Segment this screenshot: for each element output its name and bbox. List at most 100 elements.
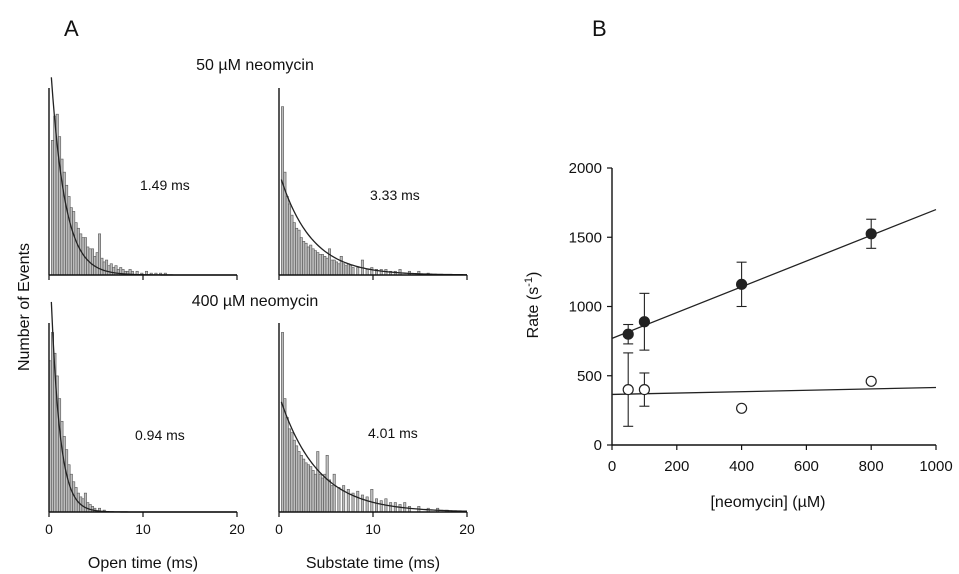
histogram-bar xyxy=(295,445,299,513)
histogram-bar xyxy=(365,496,369,513)
histogram-bar xyxy=(116,269,120,276)
histogram-bar xyxy=(379,269,383,276)
filled-data-point xyxy=(638,316,651,328)
rate-plot-y-tick-label: 1500 xyxy=(569,229,602,246)
histogram-bar xyxy=(325,454,329,513)
histogram-bar xyxy=(299,454,303,513)
histogram-bar xyxy=(100,257,104,276)
histogram-bar xyxy=(351,267,355,276)
histogram-bar xyxy=(375,498,379,513)
rate-plot-x-tick-label: 800 xyxy=(859,458,884,475)
histogram-substate-time-50um: 3.33 ms xyxy=(278,88,468,280)
histogram-bar xyxy=(297,451,301,513)
histogram-bar xyxy=(316,451,320,513)
histogram-bar xyxy=(407,506,411,513)
histogram-row-title-50um: 50 µM neomycin xyxy=(196,57,314,74)
histogram-bar xyxy=(318,473,322,513)
histogram-bar xyxy=(332,259,336,276)
histogram-bar xyxy=(281,332,285,513)
histogram-bar xyxy=(323,473,327,513)
histogram-bar xyxy=(304,242,308,276)
histogram-bar xyxy=(285,196,289,276)
histogram-x-tick-label: 20 xyxy=(229,521,245,537)
histogram-bar xyxy=(330,259,334,276)
rate-y-axis-label: Rate (s-1) xyxy=(523,272,542,339)
histogram-x-tick-label: 20 xyxy=(459,521,475,537)
histogram-bar xyxy=(51,140,54,276)
histogram-bar xyxy=(76,227,80,276)
histogram-x-tick-label: 0 xyxy=(275,521,283,537)
histogram-bar xyxy=(342,485,346,513)
histogram-x-tick-label: 10 xyxy=(365,521,381,537)
histogram-bar xyxy=(356,267,360,276)
histogram-bar xyxy=(318,254,322,276)
histogram-bar xyxy=(60,420,64,513)
time-constant-label: 1.49 ms xyxy=(140,177,190,193)
histogram-bar xyxy=(95,252,99,276)
filled-data-point xyxy=(622,328,634,340)
filled-data-point xyxy=(865,228,877,240)
histogram-open-time-400um: 0 10 20 0.94 ms xyxy=(45,301,245,537)
histogram-bar xyxy=(112,267,116,276)
panel-a: A 50 µM neomycin 400 µM neomycin Number … xyxy=(16,16,475,572)
histogram-bar xyxy=(370,267,374,276)
histogram-bar xyxy=(309,466,313,513)
histogram-bar xyxy=(51,332,54,513)
histogram-bar xyxy=(88,504,92,513)
histogram-bar xyxy=(328,248,332,276)
histogram-bar xyxy=(346,263,350,276)
histogram-x-tick-label: 0 xyxy=(45,521,53,537)
panel-b-label: B xyxy=(592,16,607,41)
histogram-bar xyxy=(389,502,393,513)
histogram-open-time-50um: 1.49 ms xyxy=(48,77,238,280)
histogram-x-tick-label: 10 xyxy=(135,521,151,537)
histogram-bar xyxy=(107,265,111,276)
histogram-bar xyxy=(102,261,106,276)
histogram-bar xyxy=(306,464,310,513)
rate-vs-neomycin-plot: 0 200 400 600 800 1000 0 500 1000 1500 2000 xyxy=(569,160,953,475)
time-constant-label: 4.01 ms xyxy=(368,425,418,441)
open-time-x-axis-label: Open time (ms) xyxy=(88,555,198,572)
histogram-bar xyxy=(65,184,69,276)
rate-plot-y-tick-label: 1000 xyxy=(569,299,602,316)
histogram-bar xyxy=(302,241,306,276)
rate-y-axis-label-superscript: -1 xyxy=(523,277,535,287)
histogram-bar xyxy=(328,479,332,513)
histogram-bar xyxy=(69,207,73,276)
open-data-point xyxy=(735,402,748,414)
open-series-fit-line xyxy=(611,386,937,396)
histogram-bar xyxy=(342,263,346,276)
histogram-bar xyxy=(86,502,90,513)
filled-series-fit-line xyxy=(611,208,937,339)
histogram-bar xyxy=(288,428,292,513)
rate-plot-x-tick-label: 400 xyxy=(729,458,754,475)
histogram-bar xyxy=(67,196,71,276)
open-data-point xyxy=(622,384,634,396)
histogram-bar xyxy=(316,252,320,276)
histogram-bar xyxy=(339,255,343,276)
histogram-bar xyxy=(309,244,313,276)
histogram-bar xyxy=(311,470,315,513)
histogram-row-title-400um: 400 µM neomycin xyxy=(192,293,319,310)
histogram-bar xyxy=(337,487,341,513)
histogram-y-axis-label: Number of Events xyxy=(16,243,33,371)
histogram-bar xyxy=(349,265,353,276)
histogram-bar xyxy=(379,500,383,513)
histogram-bar xyxy=(62,436,66,513)
panel-b: B Rate (s-1) [neomycin] (µM) 0 200 400 600 8… xyxy=(523,16,953,511)
histogram-bar xyxy=(344,265,348,276)
histogram-bar xyxy=(311,248,315,276)
histogram-bar xyxy=(370,489,374,513)
histogram-bar xyxy=(292,222,296,276)
open-data-point xyxy=(638,384,651,396)
filled-data-point xyxy=(735,278,748,290)
time-constant-label: 0.94 ms xyxy=(135,427,185,443)
rate-plot-x-tick-label: 200 xyxy=(664,458,689,475)
histogram-bar xyxy=(285,417,289,513)
histogram-bar xyxy=(337,263,341,276)
histogram-bar xyxy=(330,485,334,513)
histogram-bar xyxy=(306,246,310,276)
histogram-bar xyxy=(356,490,360,513)
open-data-point xyxy=(865,375,877,387)
